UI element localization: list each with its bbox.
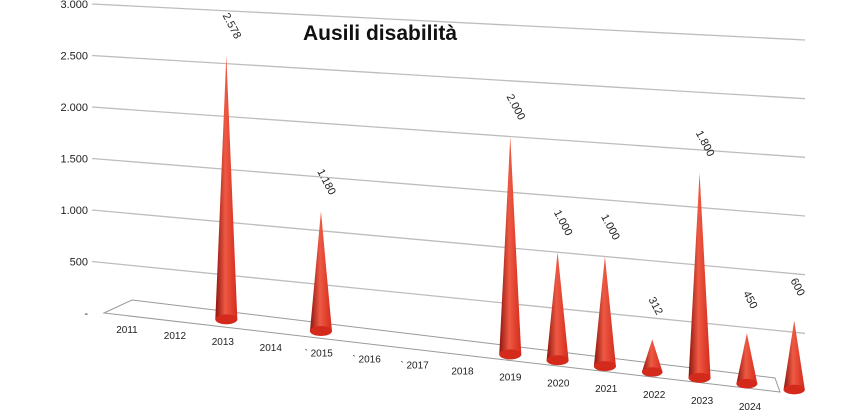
data-label: 1.000	[551, 208, 575, 238]
x-tick-label: 2013	[212, 337, 235, 348]
cone-bar	[499, 136, 522, 360]
data-label: 2.000	[504, 92, 528, 122]
y-tick-label: 2.000	[60, 102, 88, 114]
cone-base	[499, 349, 522, 360]
cone-base	[688, 372, 711, 383]
gridline	[91, 157, 806, 217]
x-tick-label: ` 2016	[352, 354, 381, 366]
x-tick-label: 2012	[164, 331, 187, 342]
series	[215, 55, 805, 395]
y-tick-label: 2.500	[60, 51, 88, 63]
cone-bar	[309, 211, 332, 336]
cone-bar	[783, 320, 805, 395]
cone-base	[309, 326, 332, 336]
x-tick-label: ` 2017	[400, 360, 429, 372]
cone-base	[593, 361, 616, 372]
x-tick-label: 2014	[260, 343, 283, 354]
gridline	[91, 209, 806, 276]
cone-base	[736, 378, 758, 389]
x-tick-label: 2020	[547, 378, 570, 389]
gridline	[91, 106, 806, 158]
cone-bar	[593, 256, 616, 372]
y-tick-label: 500	[70, 257, 88, 269]
cone-base	[641, 367, 663, 377]
y-axis: - 500 1.000 1.500 2.000 2.500 3.000	[60, 0, 88, 320]
data-label: 1.180	[314, 167, 338, 197]
x-tick-label: 2021	[595, 384, 618, 395]
data-label: 1.000	[598, 212, 622, 242]
data-label: 600	[788, 276, 807, 298]
x-tick-label: 2023	[691, 396, 714, 407]
cone-bar	[215, 55, 238, 325]
cone-bar	[688, 172, 711, 383]
data-label: 1.800	[693, 129, 717, 159]
x-axis: 2011 2012 2013 2014 ` 2015 ` 2016 ` 2017 2018 20…	[116, 325, 761, 413]
y-tick-label: 1.500	[60, 154, 88, 166]
x-tick-label: 2024	[739, 402, 762, 413]
data-label: 450	[740, 289, 759, 311]
cone-base	[783, 384, 805, 395]
cone-bar	[641, 339, 663, 377]
cone-base	[215, 314, 238, 325]
x-tick-label: 2011	[116, 325, 138, 336]
data-label: 312	[646, 295, 665, 317]
x-tick-label: ` 2015	[305, 348, 334, 360]
y-tick-label: 3.000	[60, 0, 88, 11]
cone-bar	[736, 333, 758, 389]
chart-title: Ausili disabilità	[303, 22, 457, 45]
gridline	[91, 54, 806, 100]
cone-bar	[546, 252, 569, 366]
x-tick-label: 2018	[451, 366, 474, 377]
floor	[102, 299, 781, 393]
cone-base	[546, 355, 569, 366]
y-tick-label: -	[84, 308, 88, 320]
gridline	[91, 3, 806, 41]
x-tick-label: 2019	[499, 372, 522, 383]
y-tick-label: 1.000	[60, 205, 88, 217]
data-label: 2.578	[220, 11, 244, 41]
gridline	[91, 260, 806, 334]
x-tick-label: 2022	[643, 390, 666, 401]
